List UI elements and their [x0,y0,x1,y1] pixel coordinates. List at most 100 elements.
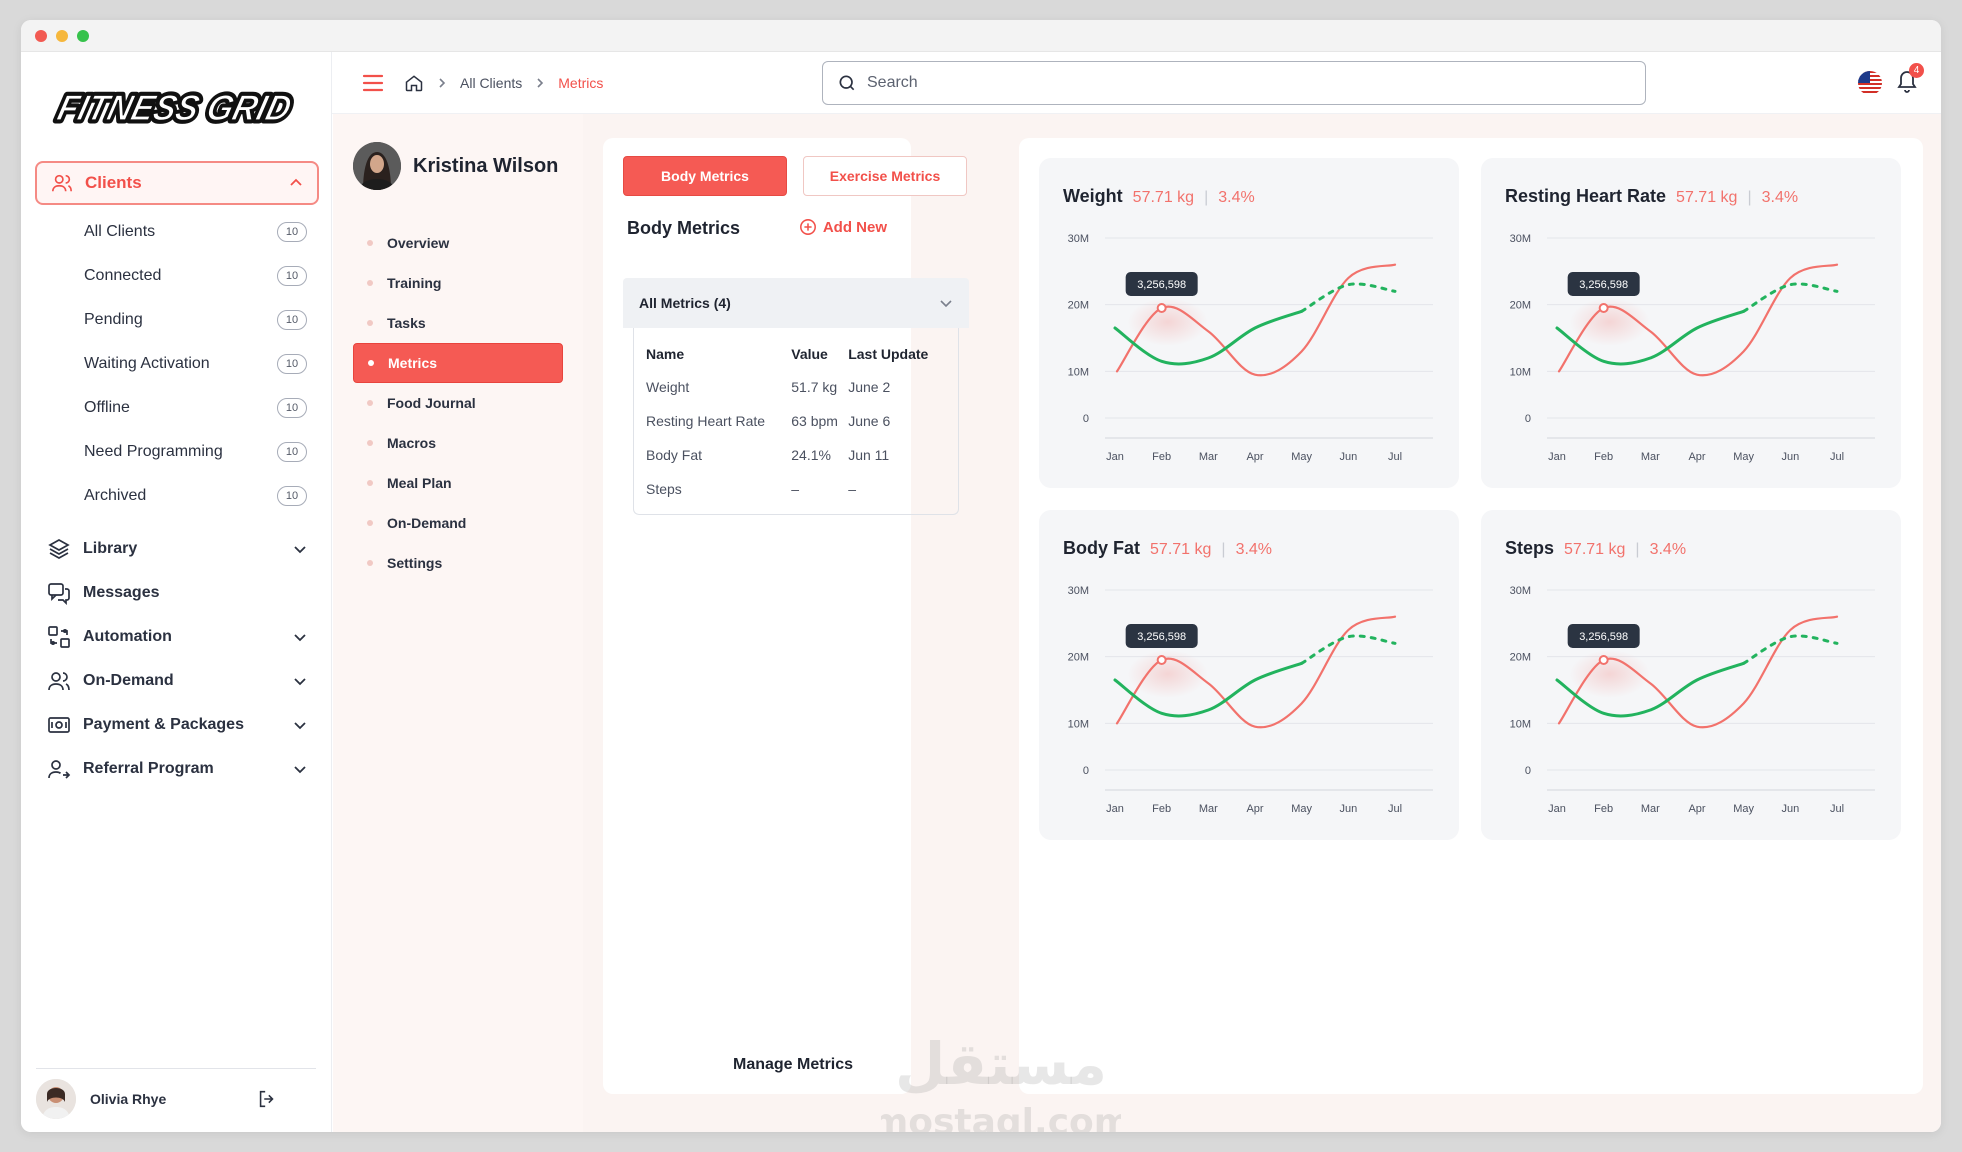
topbar: All Clients Metrics 4 [332,52,1941,114]
chevron-down-icon[interactable] [293,718,307,732]
nav-clients-label: Clients [85,173,142,192]
tooltip-value: 3,256,598 [1579,279,1628,291]
add-new-button[interactable]: Add New [799,218,887,236]
sidebar: FITNESS GRID FITNESS GRID Clients All Cl… [21,52,332,1132]
breadcrumb-all-clients[interactable]: All Clients [460,74,523,91]
user-name: Olivia Rhye [90,1091,167,1107]
breadcrumb-metrics[interactable]: Metrics [558,74,604,91]
nav-payment-packages[interactable]: Payment & Packages [21,703,332,747]
y-tick-label: 30M [1068,233,1089,245]
chevron-up-icon[interactable] [289,176,303,190]
chart-header: Steps 57.71 kg | 3.4% [1505,538,1686,559]
tooltip-box [1567,624,1640,648]
tab-body-metrics[interactable]: Body Metrics [623,156,787,196]
y-tick-label: 0 [1083,765,1089,777]
chart-value: 57.71 kg [1564,541,1626,558]
highlight-glow [1127,298,1208,346]
cell: June 6 [848,413,891,429]
chevron-right-icon [439,77,446,88]
table-row[interactable]: Body Fat 24.1% Jun 11 [646,438,946,472]
client-nav-label: Training [387,275,442,291]
client-filter-offline[interactable]: Offline 10 [21,386,332,430]
chevron-down-icon[interactable] [293,674,307,688]
user-avatar[interactable] [36,1079,76,1119]
nav-clients[interactable]: Clients [35,161,319,205]
fitness-grid-logo[interactable]: FITNESS GRID FITNESS GRID [43,82,313,135]
client-filter-archived[interactable]: Archived 10 [21,474,332,518]
table-row[interactable]: Resting Heart Rate 63 bpm June 6 [646,404,946,438]
x-tick-label: Jun [1781,803,1799,815]
chart-value: 57.71 kg [1150,541,1212,558]
logout-icon[interactable] [256,1088,278,1110]
content-area: Body Metrics Exercise Metrics Body Metri… [583,114,1941,1132]
line-chart-plot: 0 10M 20M 30M Jan Feb Mar Apr May Jun Jul 3,256,598 [1068,233,1433,463]
highlight-glow [1569,650,1650,698]
table-row[interactable]: Weight 51.7 kg June 2 [646,370,946,404]
client-nav-training[interactable]: Training [353,263,563,303]
svg-text:FITNESS GRID: FITNESS GRID [54,88,296,128]
us-flag-icon[interactable] [1857,70,1883,101]
client-nav-on-demand[interactable]: On-Demand [353,503,563,543]
client-nav-metrics[interactable]: Metrics [353,343,563,383]
client-nav-meal-plan[interactable]: Meal Plan [353,463,563,503]
client-filter-connected[interactable]: Connected 10 [21,254,332,298]
search-input[interactable] [867,74,1645,92]
nav-messages[interactable]: Messages [21,571,332,615]
bullet [367,560,373,566]
x-tick-label: Jun [1781,451,1799,463]
search-box[interactable] [822,61,1646,105]
client-nav-overview[interactable]: Overview [353,223,563,263]
table-row[interactable]: Steps – – [646,472,946,506]
maximize-window-button[interactable] [77,29,89,42]
tab-exercise-metrics[interactable]: Exercise Metrics [803,156,967,196]
minimize-window-button[interactable] [56,29,68,42]
x-tick-label: Apr [1246,803,1263,815]
client-avatar[interactable] [353,142,401,190]
client-filter-label: Offline [84,399,130,416]
home-icon[interactable] [404,73,424,93]
title-bar [21,20,1941,52]
x-tick-label: Apr [1688,451,1705,463]
tooltip-value: 3,256,598 [1579,631,1628,643]
client-nav-macros[interactable]: Macros [353,423,563,463]
nav-automation[interactable]: Automation [21,615,332,659]
x-tick-label: Feb [1594,451,1613,463]
count-badge: 10 [277,266,307,286]
client-filter-all[interactable]: All Clients 10 [21,210,332,254]
series-line-green-projected [1742,634,1839,665]
y-tick-label: 30M [1068,585,1089,597]
chart-card-steps: Steps 57.71 kg | 3.4% 0 10M 20M 30M Jan Feb Ma… [1481,510,1901,840]
cell: Resting Heart Rate [646,413,766,429]
client-filter-need-programming[interactable]: Need Programming 10 [21,430,332,474]
nav-on-demand[interactable]: On-Demand [21,659,332,703]
nav-library[interactable]: Library [21,527,332,571]
chevron-down-icon[interactable] [293,630,307,644]
chevron-down-icon[interactable] [293,542,307,556]
y-tick-label: 20M [1510,300,1531,312]
client-filter-pending[interactable]: Pending 10 [21,298,332,342]
notifications-button[interactable]: 4 [1895,63,1924,99]
chevron-down-icon[interactable] [293,762,307,776]
hamburger-menu-icon[interactable] [362,73,384,93]
column-header: Name [646,346,685,362]
count-badge: 10 [277,442,307,462]
x-tick-label: Jul [1388,451,1402,463]
series-line-green-projected [1300,634,1397,665]
client-filter-waiting-activation[interactable]: Waiting Activation 10 [21,342,332,386]
panel-title: Body Metrics [627,218,741,238]
client-nav-tasks[interactable]: Tasks [353,303,563,343]
client-nav-label: Tasks [387,315,426,331]
nav-referral-program[interactable]: Referral Program [21,747,332,791]
series-line-green [1113,661,1304,718]
close-window-button[interactable] [35,29,47,42]
x-tick-label: Mar [1199,451,1218,463]
breadcrumb: All Clients Metrics [404,73,603,93]
client-nav-food-journal[interactable]: Food Journal [353,383,563,423]
chevron-down-icon [940,300,952,308]
client-nav-settings[interactable]: Settings [353,543,563,583]
cell: Steps [646,481,682,497]
manage-metrics-link[interactable]: Manage Metrics [733,1056,854,1073]
line-chart-plot: 0 10M 20M 30M Jan Feb Mar Apr May Jun Jul 3,256,598 [1510,585,1875,815]
client-filter-label: Waiting Activation [84,355,210,372]
metrics-filter-dropdown[interactable]: All Metrics (4) [623,278,969,328]
